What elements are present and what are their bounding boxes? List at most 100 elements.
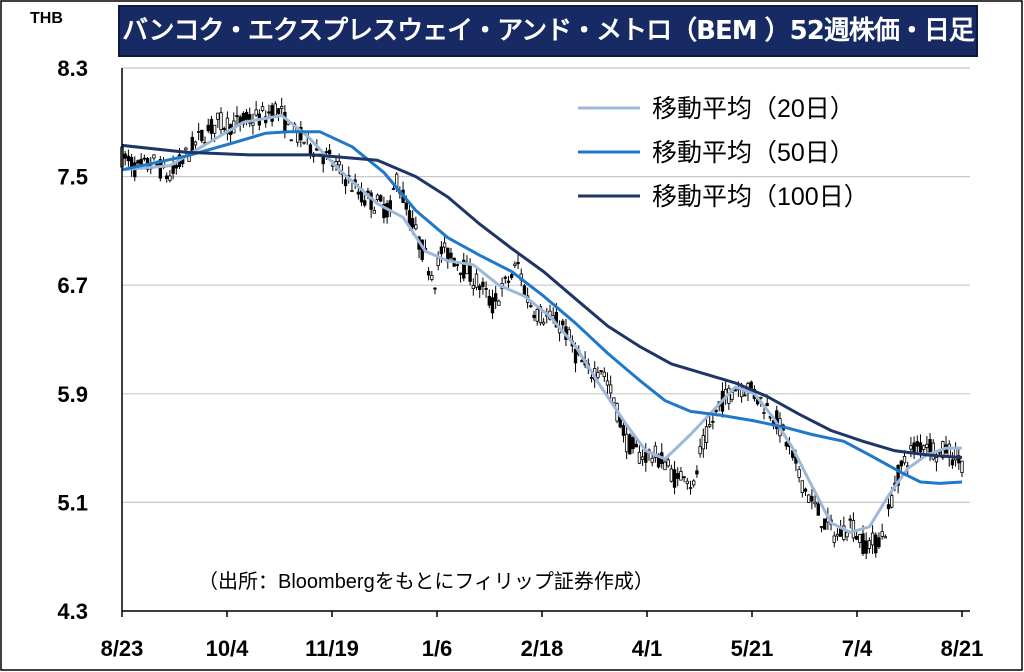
- candle-body: [845, 531, 849, 538]
- candle-body: [605, 380, 610, 386]
- candle-body: [832, 535, 836, 543]
- candle-body: [123, 153, 127, 159]
- candle-body: [490, 297, 495, 314]
- candle-body: [535, 309, 539, 322]
- candle-body: [650, 457, 654, 463]
- candle-body: [404, 202, 408, 210]
- candle-body: [219, 112, 223, 131]
- candle-body: [602, 371, 606, 378]
- candle-body: [711, 420, 715, 423]
- candle-body: [350, 190, 354, 192]
- candle-body: [682, 476, 686, 479]
- candle-body: [216, 112, 220, 120]
- candle-body: [196, 131, 201, 133]
- candle-body: [634, 443, 638, 448]
- candle-body: [960, 460, 964, 473]
- candle-body: [589, 376, 594, 379]
- candle-body: [254, 109, 258, 116]
- candle-body: [126, 155, 131, 162]
- candle-body: [851, 520, 856, 539]
- candle-body: [541, 321, 546, 325]
- candle-body: [599, 370, 603, 373]
- candle-body: [784, 442, 789, 447]
- candle-body: [813, 501, 817, 505]
- candle-body: [379, 195, 383, 202]
- candle-body: [356, 191, 361, 195]
- candle-body: [471, 285, 476, 289]
- candle-body: [251, 122, 255, 126]
- candle-body: [653, 445, 658, 458]
- y-tick-label: 7.5: [57, 165, 88, 190]
- candle-body: [704, 426, 709, 443]
- candle-body: [209, 119, 214, 134]
- candle-body: [890, 495, 894, 508]
- y-tick-label: 5.1: [57, 490, 88, 515]
- candle-body: [762, 412, 766, 414]
- candle-body: [663, 461, 667, 471]
- candle-body: [886, 504, 891, 510]
- candle-body: [478, 285, 482, 290]
- candle-body: [666, 459, 670, 467]
- candle-body: [685, 480, 689, 484]
- candle-body: [912, 442, 916, 453]
- candle-body: [688, 487, 693, 489]
- x-tick-label: 11/19: [305, 636, 359, 661]
- candle-body: [816, 503, 820, 516]
- candle-body: [842, 525, 846, 540]
- y-tick-label: 8.3: [57, 56, 88, 81]
- candle-body: [915, 441, 919, 447]
- candle-body: [168, 175, 172, 181]
- candle-body: [439, 246, 444, 255]
- candle-body: [273, 103, 277, 116]
- candle-body: [276, 108, 281, 115]
- candle-body: [235, 115, 239, 118]
- x-tick-label: 7/4: [842, 636, 873, 661]
- candle-body: [244, 111, 249, 120]
- candle-body: [270, 105, 274, 122]
- candle-body: [494, 293, 498, 302]
- x-tick-label: 1/6: [422, 636, 453, 661]
- candle-body: [858, 534, 862, 543]
- candle-body: [807, 494, 811, 503]
- candle-body: [934, 457, 939, 463]
- candle-body: [343, 179, 348, 187]
- candle-body: [867, 540, 872, 549]
- candle-body: [283, 111, 287, 134]
- candle-body: [474, 273, 479, 288]
- candle-body: [174, 165, 178, 169]
- candle-body: [573, 348, 578, 364]
- candle-body: [957, 455, 961, 464]
- candle-body: [640, 456, 645, 460]
- candle-body: [410, 218, 415, 228]
- candle-body: [433, 287, 437, 290]
- candle-body: [212, 124, 217, 134]
- candle-body: [538, 306, 543, 324]
- y-tick-label: 4.3: [57, 599, 88, 624]
- candle-body: [819, 525, 824, 528]
- candle-body: [532, 314, 536, 318]
- candle-body: [158, 159, 162, 179]
- candle-body: [462, 259, 466, 279]
- candle-body: [621, 425, 626, 436]
- y-axis-unit-label: THB: [30, 10, 63, 27]
- candle-body: [487, 295, 491, 306]
- candle-body: [382, 203, 386, 219]
- candle-body: [248, 114, 252, 124]
- ma-line-2: [121, 130, 963, 485]
- candle-body: [676, 473, 680, 479]
- candle-body: [308, 144, 313, 154]
- candle-body: [835, 533, 840, 537]
- candle-body: [596, 372, 600, 378]
- candle-body: [302, 141, 306, 144]
- candle-body: [449, 252, 453, 259]
- candle-body: [561, 320, 565, 326]
- candle-body: [529, 305, 533, 308]
- candle-body: [896, 465, 900, 486]
- candle-body: [902, 455, 907, 464]
- chart-title: バンコク・エクスプレスウェイ・アンド・メトロ（BEM ）52週株価・日足: [118, 5, 978, 57]
- candle-body: [637, 451, 642, 464]
- ma-line-1: [121, 114, 962, 534]
- candle-body: [864, 540, 868, 554]
